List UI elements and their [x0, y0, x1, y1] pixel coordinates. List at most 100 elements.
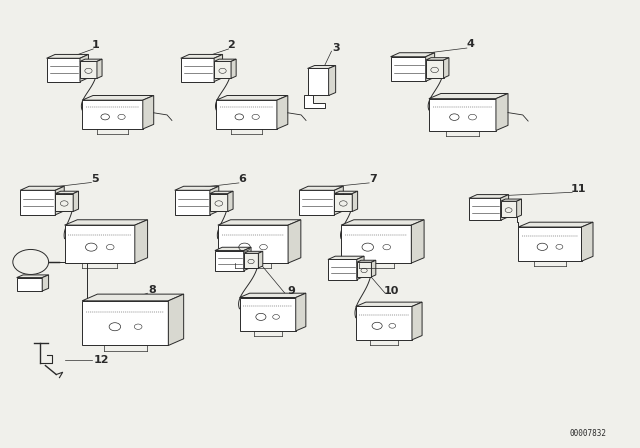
Polygon shape	[500, 194, 509, 220]
Polygon shape	[215, 247, 251, 250]
Text: 10: 10	[384, 286, 399, 296]
Polygon shape	[82, 95, 154, 100]
Text: 7: 7	[369, 174, 377, 184]
Polygon shape	[180, 55, 223, 58]
Polygon shape	[175, 186, 219, 190]
Text: 11: 11	[571, 184, 586, 194]
Polygon shape	[239, 297, 296, 331]
Polygon shape	[55, 191, 79, 194]
Polygon shape	[356, 302, 422, 306]
Polygon shape	[143, 95, 154, 129]
Polygon shape	[328, 256, 364, 259]
Polygon shape	[218, 220, 301, 225]
Polygon shape	[356, 256, 364, 280]
Text: 5: 5	[92, 174, 99, 184]
Polygon shape	[20, 186, 64, 190]
Polygon shape	[214, 55, 223, 82]
Polygon shape	[231, 59, 236, 78]
Polygon shape	[300, 186, 343, 190]
Polygon shape	[352, 191, 358, 211]
Polygon shape	[42, 275, 49, 291]
Polygon shape	[288, 220, 301, 263]
Polygon shape	[356, 262, 371, 277]
Polygon shape	[210, 194, 228, 211]
Polygon shape	[239, 293, 306, 297]
Polygon shape	[244, 253, 259, 268]
Polygon shape	[216, 95, 288, 100]
Polygon shape	[65, 220, 148, 225]
Polygon shape	[500, 201, 516, 217]
Polygon shape	[469, 198, 500, 220]
Polygon shape	[308, 65, 335, 69]
Polygon shape	[356, 306, 412, 340]
Polygon shape	[218, 225, 288, 263]
Polygon shape	[47, 55, 88, 58]
Text: 00007832: 00007832	[570, 429, 607, 438]
Polygon shape	[135, 220, 148, 263]
Polygon shape	[216, 100, 277, 129]
Polygon shape	[55, 194, 73, 211]
Polygon shape	[426, 60, 444, 78]
Polygon shape	[304, 95, 325, 108]
Polygon shape	[210, 186, 219, 215]
Polygon shape	[244, 247, 251, 271]
Polygon shape	[17, 278, 42, 291]
Polygon shape	[214, 61, 231, 78]
Polygon shape	[390, 53, 435, 57]
Polygon shape	[20, 190, 55, 215]
Polygon shape	[215, 250, 244, 271]
Polygon shape	[80, 55, 88, 82]
Polygon shape	[328, 259, 356, 280]
Polygon shape	[97, 59, 102, 78]
Polygon shape	[308, 69, 328, 95]
Polygon shape	[55, 186, 64, 215]
Text: 1: 1	[92, 40, 99, 50]
Polygon shape	[214, 59, 236, 61]
Text: 3: 3	[332, 43, 340, 53]
Polygon shape	[469, 194, 509, 198]
Polygon shape	[516, 199, 522, 217]
Polygon shape	[341, 220, 424, 225]
Polygon shape	[82, 100, 143, 129]
Polygon shape	[73, 191, 79, 211]
Text: 12: 12	[94, 355, 109, 365]
Polygon shape	[82, 301, 168, 345]
Polygon shape	[175, 190, 210, 215]
Polygon shape	[500, 199, 522, 201]
Polygon shape	[277, 95, 288, 129]
Polygon shape	[80, 59, 102, 61]
Polygon shape	[300, 190, 334, 215]
Polygon shape	[47, 58, 80, 82]
Polygon shape	[82, 294, 184, 301]
Polygon shape	[180, 58, 214, 82]
Text: 2: 2	[227, 40, 234, 50]
Polygon shape	[244, 251, 263, 253]
Polygon shape	[582, 222, 593, 261]
Polygon shape	[65, 225, 135, 263]
Polygon shape	[17, 275, 49, 278]
Text: 8: 8	[149, 285, 157, 295]
Text: 9: 9	[287, 286, 295, 296]
Text: 6: 6	[238, 174, 246, 184]
Polygon shape	[426, 53, 435, 81]
Polygon shape	[80, 61, 97, 78]
Polygon shape	[371, 260, 376, 277]
Polygon shape	[259, 251, 263, 268]
Polygon shape	[296, 293, 306, 331]
Polygon shape	[444, 58, 449, 78]
Polygon shape	[518, 227, 582, 261]
Polygon shape	[426, 58, 449, 60]
Polygon shape	[390, 57, 426, 81]
Polygon shape	[496, 94, 508, 130]
Polygon shape	[429, 94, 508, 99]
Polygon shape	[518, 222, 593, 227]
Polygon shape	[334, 186, 343, 215]
Polygon shape	[334, 191, 358, 194]
Polygon shape	[412, 302, 422, 340]
Polygon shape	[429, 99, 496, 130]
Polygon shape	[210, 191, 233, 194]
Polygon shape	[228, 191, 233, 211]
Text: 4: 4	[466, 39, 474, 49]
Polygon shape	[356, 260, 376, 262]
Polygon shape	[168, 294, 184, 345]
